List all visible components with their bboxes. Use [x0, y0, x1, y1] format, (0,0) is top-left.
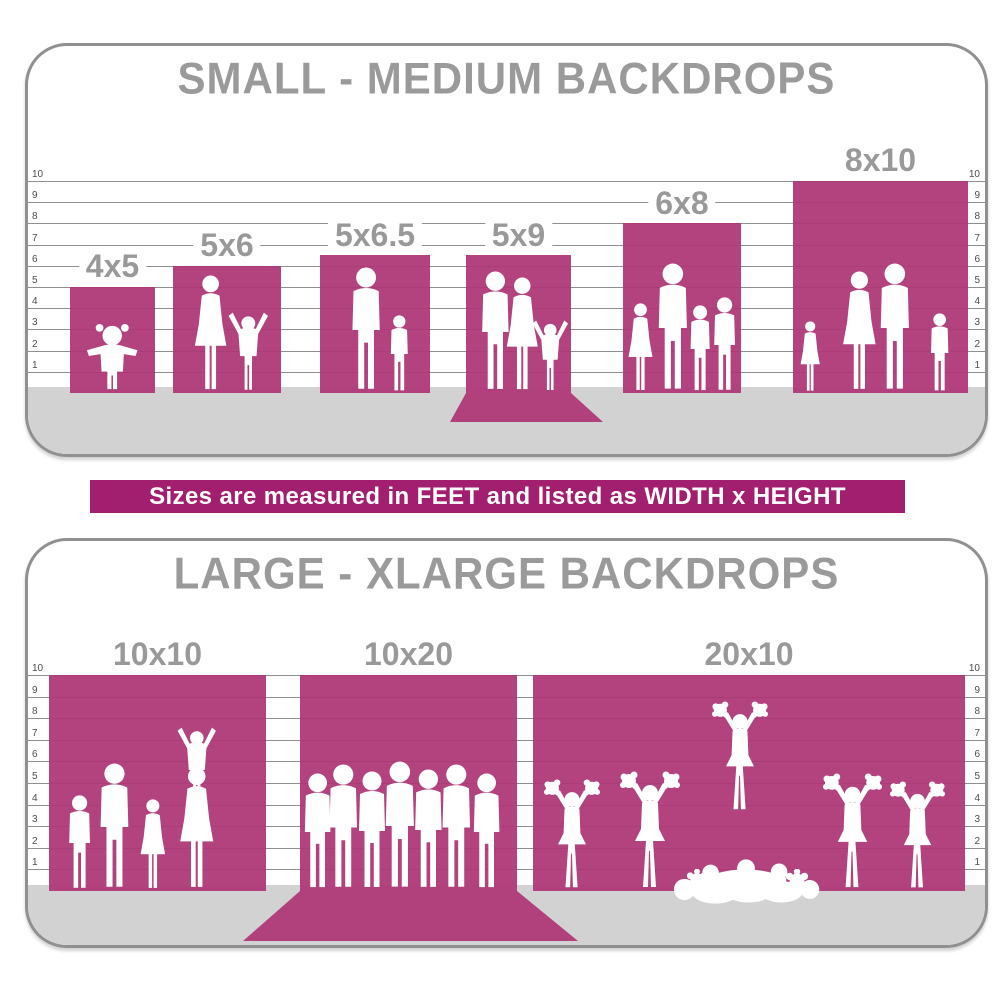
silhouette-cu-5x9: [531, 319, 569, 393]
ruler-number-right-1: 1: [974, 857, 980, 869]
ruler-number-right-10: 10: [968, 663, 980, 674]
ruler-number-left-2: 2: [32, 338, 38, 350]
backdrop-bar-20x10: [533, 675, 965, 891]
ruler-number-right-9: 9: [974, 190, 980, 202]
ruler-number-left-4: 4: [32, 296, 38, 308]
silhouette-cheer-20x10: [544, 779, 600, 891]
size-label-20x10: 20x10: [697, 638, 801, 673]
silhouette-m-8x10: [925, 313, 954, 393]
ruler-number-left-4: 4: [32, 792, 38, 804]
ruler-number-right-1: 1: [974, 359, 980, 371]
ruler-number-right-3: 3: [974, 317, 980, 329]
panel-large-xlarge-canvas: 1 1 2 2 3 3 4 4 5 5 6 6 7 7 8 8 9 9 10 10 10x10 10x20 20x10: [28, 541, 985, 945]
ruler-number-right-2: 2: [974, 835, 980, 847]
silhouette-cheer-20x10: [890, 781, 945, 891]
silhouette-m-10x10: [91, 763, 138, 891]
silhouette-tod-4x5: [85, 323, 139, 393]
ruler-number-left-5: 5: [32, 275, 38, 286]
backdrop-bar-5x6: [173, 265, 281, 393]
ruler-number-right-6: 6: [974, 253, 980, 265]
ruler-number-left-6: 6: [32, 253, 38, 265]
silhouette-cheer-20x10: [823, 773, 882, 891]
silhouette-cu-10x10: [176, 726, 218, 806]
silhouette-w-5x6: [189, 275, 232, 393]
ruler-number-right-5: 5: [974, 771, 980, 782]
size-label-5x9: 5x9: [484, 218, 553, 253]
ruler-number-left-10: 10: [32, 169, 44, 180]
ruler-number-left-8: 8: [32, 211, 38, 223]
ruler-number-right-2: 2: [974, 338, 980, 350]
floor-sweep-10x20: [243, 891, 578, 941]
ruler-number-left-10: 10: [32, 663, 44, 674]
size-label-4x5: 4x5: [78, 250, 147, 285]
ruler-number-right-5: 5: [974, 275, 980, 286]
silhouette-w-10x10: [136, 799, 170, 891]
size-label-10x10: 10x10: [106, 638, 209, 673]
size-label-10x20: 10x20: [357, 638, 460, 673]
ruler-number-left-3: 3: [32, 814, 38, 826]
size-label-6x8: 6x8: [648, 186, 716, 221]
ruler-number-left-7: 7: [32, 727, 38, 739]
size-label-5x6: 5x6: [193, 229, 261, 263]
ruler-number-right-8: 8: [974, 706, 980, 718]
panel-title-small-medium: SMALL - MEDIUM BACKDROPS: [177, 53, 836, 104]
ruler-number-left-5: 5: [32, 771, 38, 782]
ruler-number-left-6: 6: [32, 749, 38, 761]
silhouette-m-5x6.5: [343, 267, 389, 393]
size-label-5x6.5: 5x6.5: [327, 218, 423, 253]
silhouette-m-5x6.5: [385, 315, 414, 393]
ruler-number-left-1: 1: [32, 359, 38, 371]
silhouette-w-8x10: [797, 321, 823, 393]
panel-small-medium: 1 1 2 2 3 3 4 4 5 5 6 6 7 7 8 8 9 9 10 10 4x5 5x6 5x6.5 5x9 6x8 8…: [25, 43, 988, 457]
ruler-number-left-9: 9: [32, 190, 38, 202]
ruler-number-right-10: 10: [968, 169, 980, 180]
silhouette-m-8x10: [871, 263, 919, 393]
silhouette-cheer-20x10: [712, 701, 768, 813]
panel-title-large-xlarge: LARGE - XLARGE BACKDROPS: [173, 548, 840, 599]
ruler-number-right-7: 7: [974, 232, 980, 244]
ruler-number-left-9: 9: [32, 684, 38, 696]
ruler-number-left-3: 3: [32, 317, 38, 329]
size-label-8x10: 8x10: [837, 144, 924, 179]
ruler-number-left-2: 2: [32, 835, 38, 847]
ruler-number-right-3: 3: [974, 814, 980, 826]
silhouette-pom-20x10: [785, 869, 809, 893]
ruler-number-right-8: 8: [974, 211, 980, 223]
silhouette-m-10x20: [465, 773, 508, 891]
ruler-number-right-4: 4: [974, 296, 980, 308]
ruler-number-left-7: 7: [32, 232, 38, 244]
ruler-number-right-4: 4: [974, 792, 980, 804]
ruler-number-right-6: 6: [974, 749, 980, 761]
ruler-number-right-7: 7: [974, 727, 980, 739]
gridline-10ft: [28, 181, 985, 182]
silhouette-m-6x8: [707, 297, 742, 393]
panel-large-xlarge: 1 1 2 2 3 3 4 4 5 5 6 6 7 7 8 8 9 9 10 10 10x10 10x20 20x10 LA…: [25, 538, 988, 948]
ruler-number-left-8: 8: [32, 706, 38, 718]
gridline-9ft: [28, 202, 985, 204]
panel-small-medium-canvas: 1 1 2 2 3 3 4 4 5 5 6 6 7 7 8 8 9 9 10 10 4x5 5x6 5x6.5 5x9 6x8 8…: [28, 46, 985, 454]
info-banner-text: Sizes are measured in FEET and listed as…: [149, 482, 846, 510]
ruler-number-right-9: 9: [974, 684, 980, 696]
silhouette-cu-5x6: [227, 311, 270, 393]
info-banner: Sizes are measured in FEET and listed as…: [90, 480, 905, 513]
ruler-number-left-1: 1: [32, 857, 38, 869]
